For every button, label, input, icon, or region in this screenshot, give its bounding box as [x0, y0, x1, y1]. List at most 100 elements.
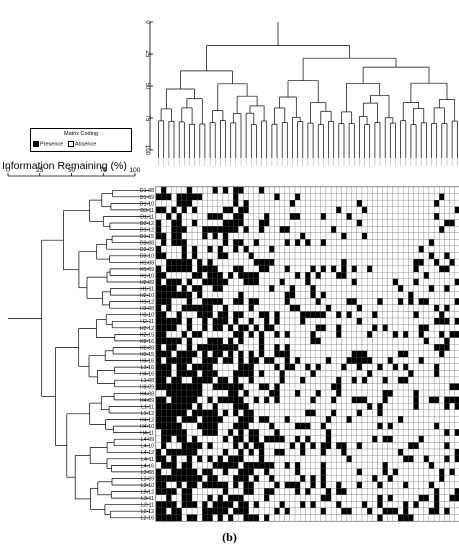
absence-cell — [284, 219, 291, 227]
absence-cell — [439, 272, 445, 279]
presence-cell — [413, 311, 419, 319]
absence-cell — [330, 278, 337, 286]
absence-cell — [243, 357, 249, 364]
absence-cell — [207, 461, 213, 469]
presence-cell — [233, 199, 239, 207]
absence-cell — [377, 376, 383, 384]
presence-cell — [274, 330, 280, 338]
absence-cell — [294, 396, 301, 404]
presence-cell — [238, 455, 244, 463]
absence-cell — [171, 442, 177, 450]
absence-cell — [233, 448, 239, 456]
absence-cell — [181, 507, 188, 515]
presence-cell — [186, 291, 193, 299]
absence-cell — [428, 383, 435, 391]
absence-cell — [207, 291, 213, 299]
absence-cell — [217, 468, 224, 476]
presence-cell — [361, 350, 368, 358]
absence-cell — [439, 298, 445, 306]
absence-cell — [294, 330, 301, 338]
absence-cell — [197, 239, 203, 247]
absence-cell — [274, 199, 280, 207]
absence-cell — [428, 337, 435, 345]
absence-cell — [403, 199, 409, 207]
presence-cell — [155, 396, 162, 404]
absence-cell — [320, 272, 327, 279]
absence-cell — [449, 488, 455, 495]
presence-cell — [191, 193, 198, 201]
absence-cell — [372, 488, 378, 495]
absence-cell — [305, 317, 311, 325]
presence-cell — [377, 298, 383, 306]
presence-cell — [289, 213, 296, 220]
presence-cell — [161, 370, 167, 378]
presence-cell — [361, 206, 368, 214]
absence-cell — [248, 226, 254, 233]
presence-cell — [233, 389, 239, 397]
absence-cell — [444, 232, 450, 240]
absence-cell — [186, 363, 193, 371]
absence-cell — [258, 507, 265, 515]
absence-cell — [191, 265, 198, 273]
absence-cell — [227, 507, 234, 515]
presence-cell — [258, 416, 265, 423]
absence-cell — [243, 193, 249, 201]
absence-cell — [284, 272, 291, 279]
absence-cell — [253, 245, 260, 253]
absence-cell — [310, 317, 316, 325]
absence-cell — [413, 409, 419, 417]
absence-cell — [403, 396, 409, 404]
absence-cell — [253, 494, 260, 502]
absence-cell — [392, 409, 399, 417]
presence-cell — [243, 272, 249, 279]
absence-cell — [310, 435, 316, 443]
presence-cell — [423, 494, 430, 502]
absence-cell — [258, 396, 265, 404]
presence-cell — [248, 488, 254, 495]
presence-cell — [367, 357, 373, 364]
presence-cell — [212, 370, 218, 378]
absence-cell — [248, 199, 254, 207]
absence-cell — [377, 213, 383, 220]
presence-cell — [253, 396, 260, 404]
absence-cell — [439, 363, 445, 371]
absence-cell — [428, 376, 435, 384]
absence-cell — [444, 435, 450, 443]
absence-cell — [320, 258, 327, 266]
absence-cell — [439, 435, 445, 443]
absence-cell — [403, 252, 409, 260]
presence-cell — [202, 298, 208, 306]
presence-cell — [361, 357, 368, 364]
absence-cell — [444, 383, 450, 391]
absence-cell — [439, 481, 445, 489]
absence-cell — [269, 455, 275, 463]
absence-cell — [300, 396, 306, 404]
absence-cell — [300, 272, 306, 279]
absence-cell — [315, 416, 321, 423]
absence-cell — [418, 291, 424, 299]
presence-cell — [264, 396, 270, 404]
absence-cell — [346, 376, 352, 384]
absence-cell — [397, 213, 404, 220]
absence-cell — [171, 311, 177, 319]
absence-cell — [222, 291, 229, 299]
absence-cell — [449, 389, 455, 397]
presence-cell — [191, 376, 198, 384]
absence-cell — [274, 442, 280, 450]
absence-cell — [439, 239, 445, 247]
absence-cell — [336, 461, 342, 469]
absence-cell — [356, 416, 363, 423]
absence-cell — [248, 291, 254, 299]
absence-cell — [258, 422, 265, 430]
absence-cell — [171, 435, 177, 443]
presence-cell — [181, 383, 188, 391]
absence-cell — [392, 193, 399, 201]
absence-cell — [444, 389, 450, 397]
absence-cell — [315, 213, 321, 220]
absence-cell — [433, 514, 440, 522]
absence-cell — [336, 226, 342, 233]
absence-cell — [284, 435, 291, 443]
presence-cell — [248, 317, 254, 325]
absence-cell — [155, 213, 162, 220]
absence-cell — [222, 475, 229, 482]
